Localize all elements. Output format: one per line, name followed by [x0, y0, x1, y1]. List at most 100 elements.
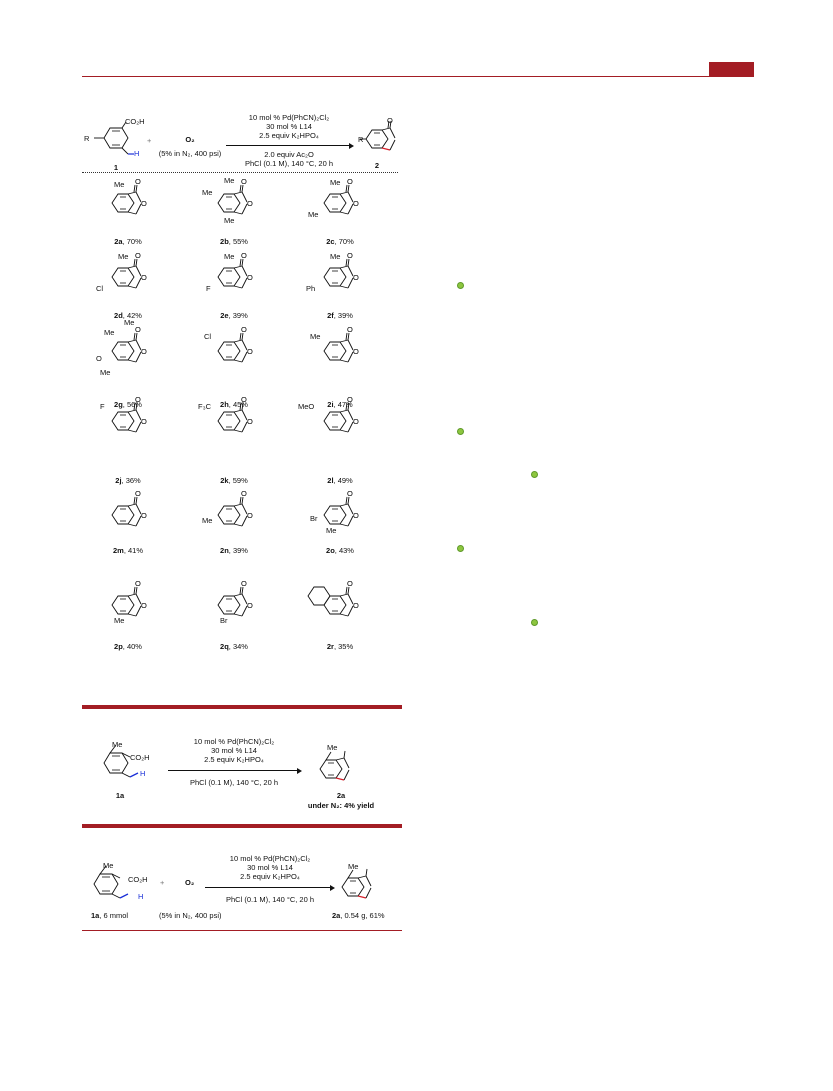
reactant-1-structure: [88, 120, 148, 160]
cond-bottom-1: 2.0 equiv Ac₂O: [264, 150, 314, 159]
svg-text:O: O: [141, 273, 147, 282]
svg-text:O: O: [247, 347, 253, 356]
product-2i-caption: 2i, 47%: [327, 400, 353, 409]
scheme-2-me: Me: [112, 740, 123, 749]
svg-text:O: O: [241, 325, 247, 334]
svg-text:O: O: [141, 417, 147, 426]
product-2-structure: [360, 118, 410, 160]
product-2j-caption: 2j, 36%: [115, 476, 141, 485]
product-2q-caption: 2q, 34%: [220, 642, 248, 651]
scheme-divider: [82, 172, 398, 173]
scheme-3-product-me: Me: [348, 862, 359, 871]
product-2e-substituent: Me: [224, 252, 235, 261]
header-rule: [82, 76, 754, 77]
header-page-tab: [709, 62, 754, 77]
product-2j-substituent: F: [100, 402, 105, 411]
product-2p-substituent: Me: [114, 616, 125, 625]
scheme-2-reactant-structure: [100, 744, 160, 790]
scheme-2-product-label: 2a: [336, 791, 346, 800]
product-2d-substituent: Me: [118, 252, 129, 261]
scheme-3-product-caption: 2a, 0.54 g, 61%: [332, 911, 385, 920]
reactant-1-h: H: [134, 149, 140, 158]
product-2g-substituent: Me: [124, 318, 135, 327]
marker-dot: [457, 545, 464, 552]
scheme-2-h: H: [140, 769, 146, 778]
oxidant-o2: O₂: [185, 135, 195, 144]
svg-text:O: O: [135, 395, 141, 404]
product-2e-substituent: F: [206, 284, 211, 293]
svg-text:O: O: [247, 511, 253, 520]
scheme-3-o2: O₂: [185, 878, 195, 887]
scheme-3-plus: +: [160, 878, 165, 887]
oxidant-note: (5% in N₂, 400 psi): [158, 149, 222, 158]
scheme-2-product-structure: [318, 748, 368, 790]
scheme-3-reactant-structure: [90, 865, 150, 911]
product-2f-caption: 2f, 39%: [327, 311, 353, 320]
svg-text:O: O: [135, 325, 141, 334]
product-2e-caption: 2e, 39%: [220, 311, 248, 320]
product-2c-caption: 2c, 70%: [326, 237, 354, 246]
svg-text:O: O: [347, 579, 353, 588]
product-2f-substituent: Ph: [306, 284, 316, 293]
product-2o-caption: 2o, 43%: [326, 546, 354, 555]
product-2l-caption: 2l, 49%: [327, 476, 353, 485]
svg-text:O: O: [141, 511, 147, 520]
reactant-1-co2h: CO₂H: [125, 117, 145, 126]
scheme-2-cond-1: 10 mol % Pd(PhCN)₂Cl₂: [193, 737, 275, 746]
product-2a-substituent: Me: [114, 180, 125, 189]
svg-text:O: O: [353, 417, 359, 426]
scheme-3-cond-3: 2.5 equiv K₂HPO₄: [240, 872, 300, 881]
product-2g-substituent: Me: [104, 328, 115, 337]
product-2n-caption: 2n, 39%: [220, 546, 248, 555]
scheme-3-reactant-caption: 1a, 6 mmol: [91, 911, 129, 920]
scheme-2-top-rule: [82, 705, 402, 709]
svg-text:O: O: [141, 199, 147, 208]
scheme-2-cond-bottom: PhCl (0.1 M), 140 °C, 20 h: [189, 778, 279, 787]
scheme-2-bottom-rule: [82, 824, 402, 828]
scheme-3-bottom-rule: [82, 930, 402, 931]
svg-text:O: O: [135, 177, 141, 186]
product-2h-caption: 2h, 45%: [220, 400, 248, 409]
svg-text:O: O: [353, 347, 359, 356]
product-2b-substituent: Me: [202, 188, 213, 197]
svg-text:O: O: [353, 199, 359, 208]
scheme-2-product-note: under N₂: 4% yield: [307, 801, 375, 810]
product-2r-caption: 2r, 35%: [326, 642, 354, 651]
scheme-3-cond-1: 10 mol % Pd(PhCN)₂Cl₂: [229, 854, 311, 863]
reactant-1-label: 1: [113, 163, 119, 172]
scheme-2-product-me: Me: [327, 743, 338, 752]
svg-text:O: O: [241, 489, 247, 498]
product-2p-caption: 2p, 40%: [114, 642, 142, 651]
product-2g-substituent: Me: [100, 368, 111, 377]
svg-text:O: O: [347, 251, 353, 260]
scheme-3-cond-bottom: PhCl (0.1 M), 140 °C, 20 h: [225, 895, 315, 904]
marker-dot: [531, 619, 538, 626]
cond-top-3: 2.5 equiv K₂HPO₄: [259, 131, 319, 140]
scheme-3-cond-2: 30 mol % L14: [247, 863, 293, 872]
product-2d-caption: 2d, 42%: [114, 311, 142, 320]
product-2c-substituent: Me: [308, 210, 319, 219]
reactant-1-r-group: R: [84, 134, 90, 143]
product-2-carbonyl-o: O: [387, 116, 393, 125]
product-2a-caption: 2a, 70%: [114, 237, 142, 246]
svg-text:O: O: [241, 395, 247, 404]
cond-top-1: 10 mol % Pd(PhCN)₂Cl₂: [248, 113, 330, 122]
scheme-3-product-structure: [340, 866, 390, 908]
plus-sign: +: [147, 136, 152, 145]
product-2k-substituent: F₃C: [198, 402, 212, 411]
svg-text:O: O: [347, 325, 353, 334]
product-2-r-group: R: [358, 135, 364, 144]
product-2n-substituent: Me: [202, 516, 213, 525]
product-2g-substituent: O: [96, 354, 102, 363]
product-2m-caption: 2m, 41%: [112, 546, 144, 555]
svg-text:O: O: [135, 251, 141, 260]
